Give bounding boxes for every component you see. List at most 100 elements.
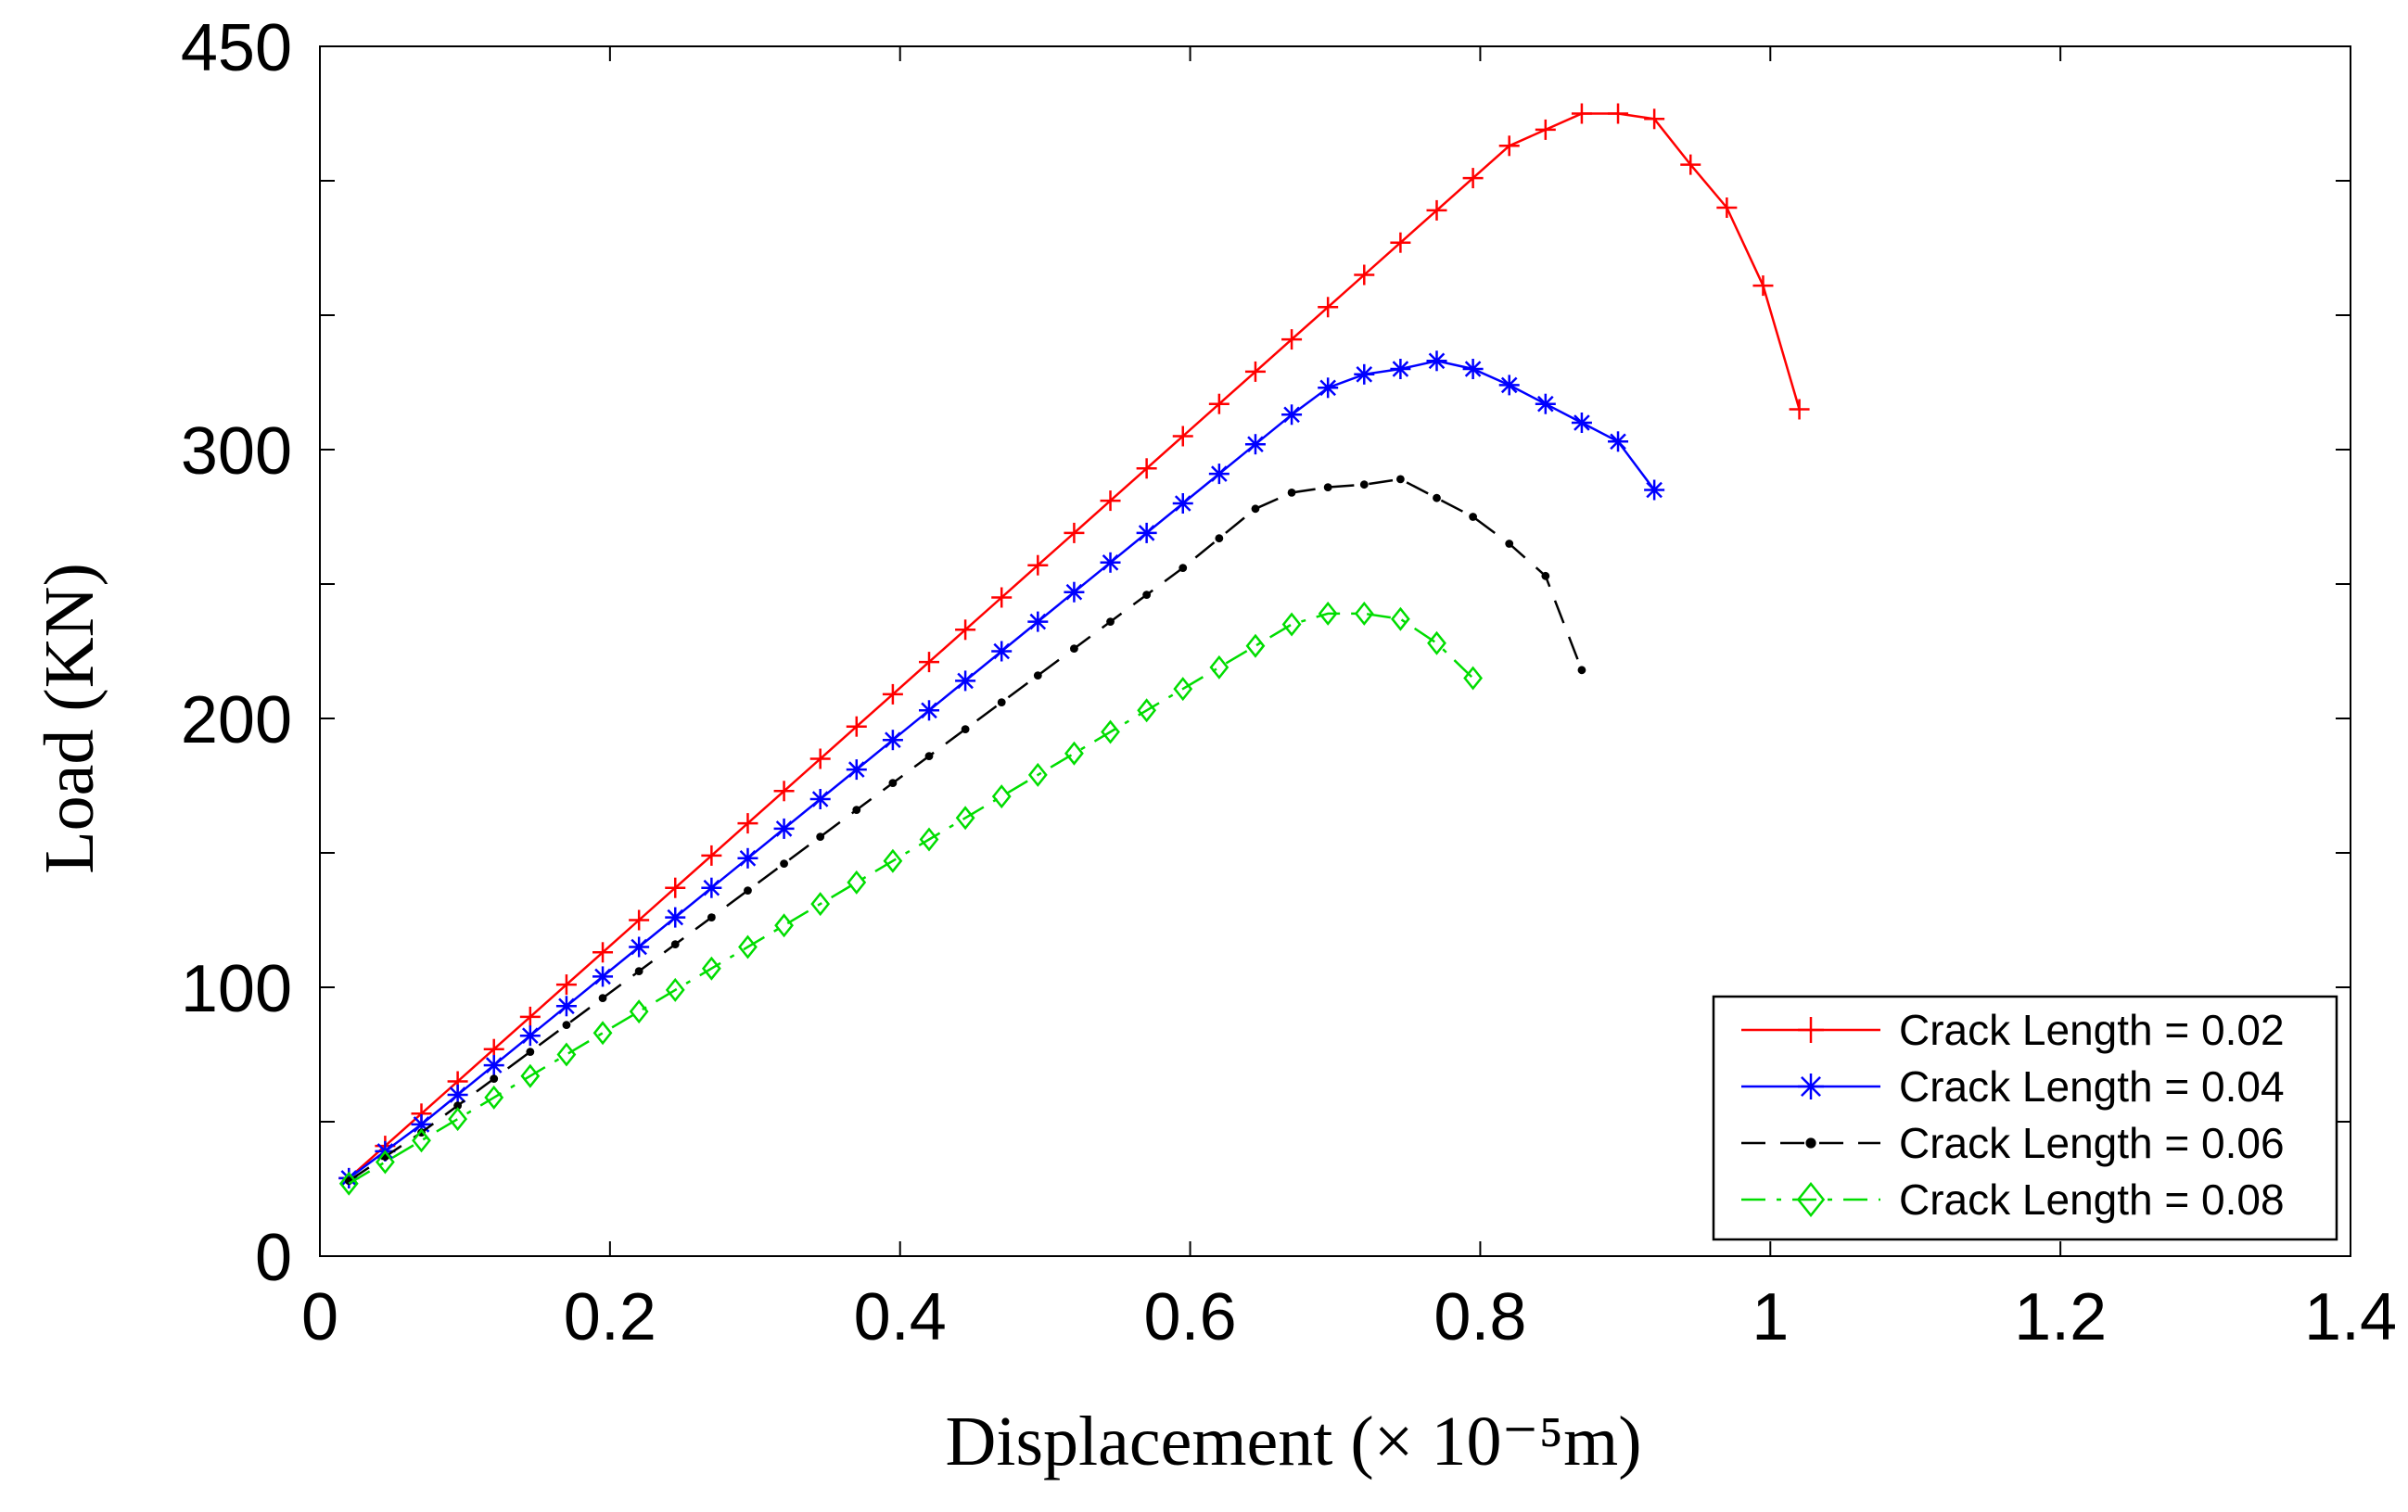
marker-shape	[520, 1063, 541, 1088]
data-point	[555, 974, 577, 996]
data-point	[991, 587, 1013, 608]
marker-shape	[412, 1128, 431, 1153]
marker-shape	[1070, 644, 1078, 653]
data-point	[1318, 377, 1339, 399]
data-point	[1535, 119, 1556, 140]
marker-stroke	[413, 1116, 430, 1133]
data-point	[1172, 426, 1193, 447]
marker-shape	[924, 752, 934, 760]
marker-stroke	[594, 968, 611, 985]
data-point	[665, 877, 686, 898]
x-tick-label: 0.8	[1433, 1280, 1526, 1354]
marker-shape	[1027, 762, 1048, 787]
data-point	[1354, 601, 1374, 626]
y-tick-label: 300	[181, 414, 292, 489]
marker-stroke	[921, 702, 937, 719]
data-point	[1390, 359, 1411, 379]
data-point	[670, 940, 680, 948]
data-point	[1281, 329, 1303, 350]
data-point	[780, 859, 788, 868]
marker-stroke	[449, 1086, 466, 1103]
data-point	[1571, 413, 1592, 433]
legend-marker	[1798, 1074, 1824, 1099]
marker-shape	[1287, 489, 1296, 497]
series-group	[338, 103, 1810, 1196]
data-point	[955, 619, 976, 641]
data-point	[852, 806, 861, 814]
marker-shape	[1318, 601, 1338, 626]
data-point	[483, 1055, 504, 1076]
marker-stroke	[1428, 352, 1446, 370]
series-3	[344, 475, 1586, 1186]
data-point	[955, 806, 975, 831]
marker-shape	[1106, 617, 1115, 626]
marker-shape	[847, 870, 867, 895]
marker-stroke	[1646, 481, 1663, 499]
legend-label: Crack Length = 0.04	[1899, 1062, 2285, 1111]
data-point	[338, 1171, 359, 1196]
marker-shape	[338, 1171, 359, 1196]
marker-stroke	[1464, 361, 1482, 377]
data-point	[1789, 399, 1810, 420]
marker-shape	[774, 913, 794, 938]
data-point	[1070, 644, 1078, 653]
data-point	[1354, 363, 1375, 385]
marker-shape	[1541, 571, 1550, 580]
data-point	[997, 698, 1006, 706]
y-tick-label: 0	[255, 1221, 292, 1295]
marker-stroke	[1610, 433, 1626, 451]
data-point	[1142, 591, 1152, 599]
data-point	[1390, 606, 1410, 631]
data-point	[1577, 666, 1586, 675]
data-point	[773, 781, 795, 802]
marker-stroke	[1102, 553, 1119, 571]
data-point	[701, 845, 722, 866]
data-point	[453, 1101, 463, 1110]
marker-shape	[852, 806, 861, 814]
marker-shape	[592, 1021, 613, 1046]
legend-marker	[1805, 1137, 1816, 1149]
legend-marker	[1798, 1017, 1824, 1043]
data-point	[412, 1128, 431, 1153]
data-point	[634, 967, 643, 975]
marker-stroke	[558, 997, 575, 1015]
y-axis-label: Load (KN)	[31, 563, 108, 874]
data-point	[592, 942, 614, 963]
data-point	[519, 1025, 541, 1047]
data-point	[1173, 677, 1193, 702]
data-point	[1208, 393, 1229, 414]
data-point	[629, 909, 650, 931]
plot-frame	[319, 45, 2351, 1257]
data-point	[665, 907, 686, 928]
series-4	[338, 601, 1484, 1196]
data-point	[1106, 617, 1115, 626]
data-point	[592, 966, 614, 987]
marker-shape	[634, 967, 643, 975]
marker-stroke	[1356, 365, 1373, 383]
marker-shape	[1064, 741, 1084, 766]
data-point	[490, 1074, 499, 1083]
marker-shape	[888, 779, 898, 787]
marker-shape	[780, 859, 788, 868]
marker-stroke	[957, 672, 974, 690]
data-point	[1101, 719, 1120, 744]
axis-ticks: 0 0.2 0.4 0.6 0.8 1 1.2 1.4 0 100 200 300 450	[181, 11, 2397, 1354]
series-2	[338, 350, 1665, 1188]
marker-shape	[997, 698, 1006, 706]
series-1	[338, 103, 1810, 1188]
marker-stroke	[1138, 525, 1155, 541]
marker-stroke	[739, 849, 757, 867]
data-point	[1680, 154, 1701, 175]
marker-shape	[1215, 534, 1224, 543]
data-point	[1462, 168, 1484, 189]
data-point	[1752, 275, 1774, 297]
marker-stroke	[1283, 406, 1300, 424]
marker-stroke	[1573, 414, 1590, 431]
data-point	[1535, 393, 1556, 414]
marker-stroke	[1500, 376, 1518, 394]
legend-label: Crack Length = 0.06	[1899, 1119, 2285, 1167]
data-point	[883, 848, 903, 873]
data-point	[526, 1048, 535, 1056]
data-point	[846, 759, 867, 781]
data-point	[1064, 522, 1085, 543]
